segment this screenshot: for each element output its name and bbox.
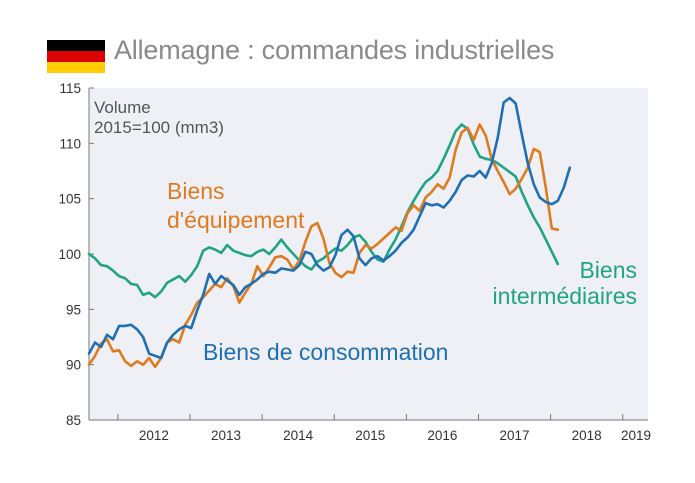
series-line-biens-intermediaires xyxy=(87,123,560,299)
y-tick-label: 95 xyxy=(66,302,81,317)
unit-label-volume: Volume xyxy=(94,98,151,117)
x-tick-label: 2017 xyxy=(500,428,530,443)
germany-flag-icon xyxy=(47,40,105,73)
axes: 85 90 95 100 105 110 115 2012 2013 2014 2015 2016 20… xyxy=(58,81,651,443)
y-tick-label: 115 xyxy=(59,81,81,96)
flag-stripe-red xyxy=(47,51,105,62)
x-tick-label: 2019 xyxy=(621,428,651,443)
x-tick-label: 2016 xyxy=(427,428,457,443)
y-tick-label: 100 xyxy=(58,247,81,262)
series-label-biens-de-consommation: Biens de consommation xyxy=(203,339,448,365)
chart-title: Allemagne : commandes industrielles xyxy=(114,35,555,65)
plot-background xyxy=(89,88,648,420)
y-tick-label: 105 xyxy=(58,192,81,207)
flag-stripe-black xyxy=(47,40,105,51)
y-tick-label: 90 xyxy=(66,358,81,373)
series-label-biens-intermediaires: intermédiaires xyxy=(493,283,637,309)
x-tick-label: 2014 xyxy=(283,428,314,443)
series-label-biens-intermediaires: Biens xyxy=(579,257,637,283)
series-label-biens-d-equipement: d'équipement xyxy=(167,207,305,233)
y-tick-label: 85 xyxy=(66,413,81,428)
x-tick-label: 2015 xyxy=(355,428,385,443)
flag-stripe-gold xyxy=(47,62,105,73)
x-tick-label: 2013 xyxy=(211,428,241,443)
x-tick-label: 2018 xyxy=(572,428,602,443)
x-tick-label: 2012 xyxy=(139,428,169,443)
series-label-biens-d-equipement: Biens xyxy=(167,178,225,204)
series-lines xyxy=(87,96,572,369)
series-labels: Biens de consommation Biens d'équipement Bi… xyxy=(167,178,637,365)
y-tick-label: 110 xyxy=(59,136,81,151)
unit-label-base: 2015=100 (mm3) xyxy=(94,118,224,137)
series-line-biens-de-consommation xyxy=(87,96,572,360)
